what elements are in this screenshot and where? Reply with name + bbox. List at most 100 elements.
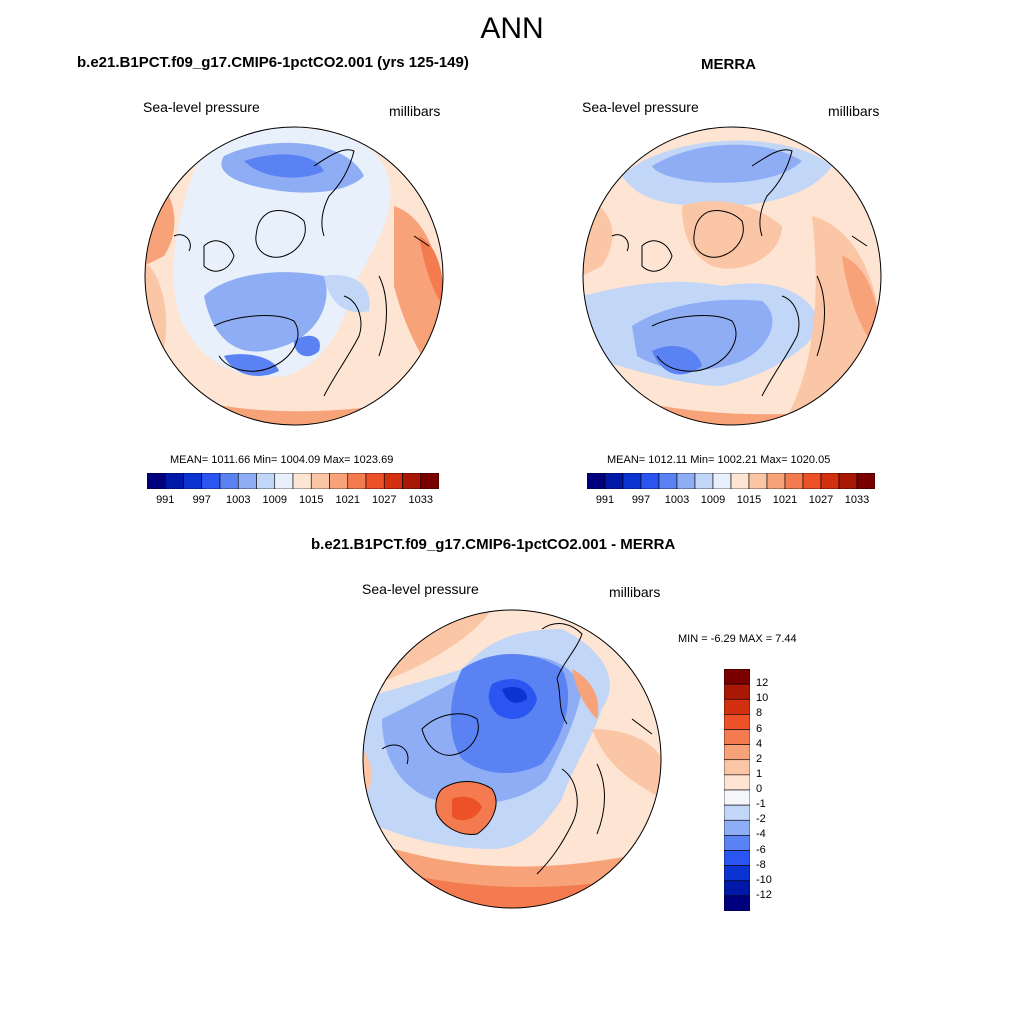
panel3-colorbar-box bbox=[724, 850, 750, 866]
panel1-colorbar-tick-label: 1033 bbox=[408, 494, 433, 506]
panel2-colorbar-box bbox=[838, 473, 858, 489]
panel1-colorbar-box bbox=[292, 473, 312, 489]
panel3-colorbar-box bbox=[724, 819, 750, 836]
panel1-colorbar-box bbox=[420, 473, 439, 489]
panel1-colorbar-tick-label: 1009 bbox=[262, 494, 287, 506]
panel2-colorbar-tick-label: 1033 bbox=[844, 494, 870, 506]
panel3-colorbar-box bbox=[724, 835, 750, 851]
panel3-colorbar-tick-label: 12 bbox=[756, 677, 769, 690]
panel3-colorbar-tick-label: -1 bbox=[756, 798, 766, 811]
panel3-colorbar-box bbox=[724, 789, 750, 806]
panel2-colorbar-tick-label: 1015 bbox=[736, 494, 762, 506]
panel3-colorbar-tick-label: -8 bbox=[756, 858, 766, 871]
panel1-colorbar-box bbox=[310, 473, 330, 489]
panel1-variable-label: Sea-level pressure bbox=[143, 99, 260, 115]
panel3-colorbar-tick-label: 0 bbox=[756, 783, 763, 795]
panel3-colorbar-box bbox=[724, 804, 750, 821]
panel3-colorbar-box bbox=[724, 895, 750, 911]
panel1-colorbar-box bbox=[164, 473, 184, 489]
panel3-colorbar-tick-label: -12 bbox=[756, 888, 772, 901]
panel3-colorbar-tick-label: 6 bbox=[756, 722, 763, 735]
panel2-colorbar-tick-label: 991 bbox=[595, 494, 615, 506]
panel1-colorbar-box bbox=[402, 473, 422, 489]
panel3-colorbar-box bbox=[724, 714, 750, 730]
panel3-title: b.e21.B1PCT.f09_g17.CMIP6-1pctCO2.001 - … bbox=[311, 536, 676, 553]
panel1-colorbar-box bbox=[383, 473, 403, 489]
panel3-colorbar-tick-label: 1 bbox=[756, 767, 763, 780]
panel3-colorbar-box bbox=[724, 865, 750, 882]
panel3-units-label: millibars bbox=[609, 584, 661, 600]
panel2-colorbar-box bbox=[784, 473, 804, 489]
panel2-colorbar-ticks: 991 997 1003 1009 1015 1021 1027 1033 bbox=[587, 494, 875, 508]
panel1-colorbar-box bbox=[274, 473, 294, 489]
panel2-title: MERRA bbox=[701, 56, 756, 73]
figure-title: ANN bbox=[480, 12, 544, 45]
panel2-colorbar-tick-label: 1021 bbox=[772, 494, 798, 506]
panel2-units-label: millibars bbox=[828, 103, 880, 119]
panel1-colorbar-box bbox=[183, 473, 203, 489]
panel1-colorbar-tick-label: 997 bbox=[192, 494, 211, 506]
panel3-colorbar-tick-label: -2 bbox=[756, 813, 766, 826]
panel2-colorbar-box bbox=[694, 473, 714, 489]
panel3-colorbar-box bbox=[724, 774, 750, 791]
panel3-colorbar-tick-label: -4 bbox=[756, 828, 766, 841]
panel1-colorbar-box bbox=[347, 473, 367, 489]
panel1-units-label: millibars bbox=[389, 103, 441, 119]
panel1-colorbar-box bbox=[201, 473, 221, 489]
panel3-colorbar-tick-label: -10 bbox=[756, 873, 772, 886]
panel1-colorbar-tick-label: 991 bbox=[156, 494, 175, 506]
panel1-colorbar-box bbox=[219, 473, 239, 489]
panel2-colorbar-box bbox=[748, 473, 768, 489]
panel2-stats: MEAN= 1012.11 Min= 1002.21 Max= 1020.05 bbox=[607, 454, 831, 466]
panel1-colorbar-box bbox=[147, 473, 166, 489]
panel2-colorbar-tick-label: 1009 bbox=[700, 494, 726, 506]
panel2-variable-label: Sea-level pressure bbox=[582, 99, 699, 115]
panel1-colorbar-tick-label: 1015 bbox=[299, 494, 324, 506]
panel1-colorbar-box bbox=[237, 473, 257, 489]
panel1-colorbar-tick-label: 1027 bbox=[372, 494, 397, 506]
panel2-colorbar-box bbox=[640, 473, 660, 489]
panel2-colorbar-box bbox=[587, 473, 606, 489]
panel1-colorbar-box bbox=[329, 473, 349, 489]
panel3-colorbar-box bbox=[724, 759, 750, 776]
panel3-colorbar-tick-label: 4 bbox=[756, 737, 763, 750]
panel2-colorbar-box bbox=[802, 473, 822, 489]
panel1-colorbar-box bbox=[256, 473, 276, 489]
panel2-polar-map bbox=[582, 126, 882, 426]
panel2-colorbar-box bbox=[712, 473, 732, 489]
panel2-colorbar-box bbox=[676, 473, 696, 489]
panel2-colorbar-box bbox=[604, 473, 624, 489]
panel2-colorbar-box bbox=[766, 473, 786, 489]
panel2-colorbar-tick-label: 1027 bbox=[808, 494, 834, 506]
panel1-colorbar-tick-label: 1003 bbox=[226, 494, 251, 506]
panel3-colorbar bbox=[724, 669, 750, 911]
panel1-colorbar-box bbox=[365, 473, 385, 489]
panel3-colorbar-box bbox=[724, 698, 750, 715]
panel3-colorbar-box bbox=[724, 683, 750, 700]
panel2-colorbar-box bbox=[820, 473, 840, 489]
panel1-polar-map bbox=[144, 126, 444, 426]
panel3-colorbar-tick-label: 8 bbox=[756, 707, 763, 720]
panel1-colorbar-tick-label: 1021 bbox=[335, 494, 360, 506]
panel3-colorbar-box bbox=[724, 880, 750, 897]
panel3-colorbar-ticks: 12 10 8 6 4 2 1 0 -1 -2 -4 -6 -8 -10 -12 bbox=[756, 669, 796, 911]
panel1-colorbar-ticks: 991 997 1003 1009 1015 1021 1027 1033 bbox=[147, 494, 439, 508]
panel3-colorbar-box bbox=[724, 669, 750, 685]
panel1-title: b.e21.B1PCT.f09_g17.CMIP6-1pctCO2.001 (y… bbox=[77, 54, 469, 71]
panel2-colorbar-box bbox=[658, 473, 678, 489]
panel2-colorbar-tick-label: 997 bbox=[631, 494, 651, 506]
panel3-colorbar-box bbox=[724, 744, 750, 761]
panel3-colorbar-tick-label: 2 bbox=[756, 752, 763, 765]
panel1-colorbar bbox=[147, 473, 439, 489]
panel2-colorbar-tick-label: 1003 bbox=[664, 494, 690, 506]
panel3-stats: MIN = -6.29 MAX = 7.44 bbox=[678, 633, 797, 645]
panel2-colorbar-box bbox=[622, 473, 642, 489]
panel2-colorbar-box bbox=[856, 473, 875, 489]
panel2-colorbar-box bbox=[730, 473, 750, 489]
panel3-polar-map bbox=[362, 609, 662, 909]
panel3-colorbar-box bbox=[724, 729, 750, 745]
panel3-colorbar-tick-label: 10 bbox=[756, 692, 769, 705]
panel2-colorbar bbox=[587, 473, 875, 489]
panel1-stats: MEAN= 1011.66 Min= 1004.09 Max= 1023.69 bbox=[170, 454, 394, 466]
panel3-colorbar-tick-label: -6 bbox=[756, 843, 766, 856]
